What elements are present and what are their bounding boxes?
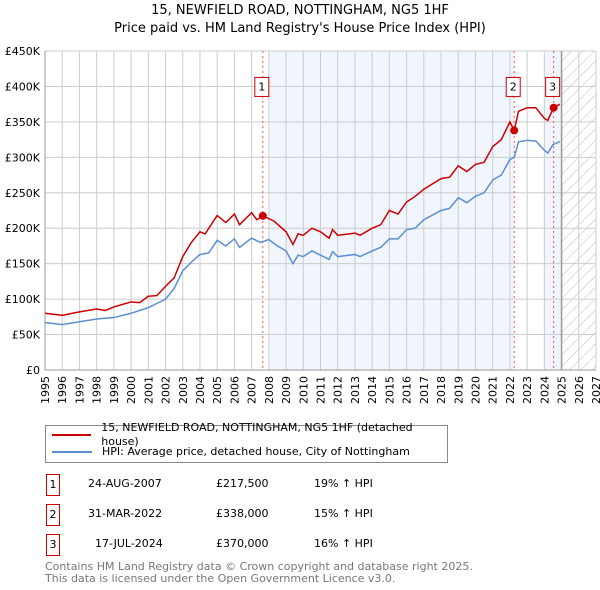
x-tick-label: 1998: [91, 376, 104, 404]
x-tick-label: 1997: [73, 376, 86, 404]
legend-swatch-property: [52, 434, 92, 436]
sale-marker-label: 2: [510, 80, 517, 93]
x-tick-label: 2016: [401, 376, 414, 404]
x-tick-label: 2004: [194, 376, 207, 404]
x-tick-label: 2013: [349, 376, 362, 404]
x-tick-label: 2003: [177, 376, 190, 404]
x-tick-label: 2001: [142, 376, 155, 404]
y-tick-label: £100K: [5, 293, 41, 306]
x-tick-label: 2025: [556, 376, 569, 404]
x-tick-label: 2000: [125, 376, 138, 404]
y-tick-label: £300K: [5, 151, 41, 164]
y-tick-label: £200K: [5, 222, 41, 235]
x-tick-label: 2017: [418, 376, 431, 404]
x-tick-label: 2010: [297, 376, 310, 404]
x-tick-label: 2023: [521, 376, 534, 404]
price-chart: 1995 1996 1997 1998 1999 2000 2001 2002 2003 2004…: [5, 45, 600, 404]
y-tick-label: £400K: [5, 80, 41, 93]
footer: Contains HM Land Registry data © Crown c…: [45, 561, 473, 585]
sale-marker-label: 1: [46, 474, 60, 496]
x-tick-label: 2024: [538, 376, 551, 404]
x-tick-label: 2027: [590, 376, 600, 404]
x-tick-label: 1995: [39, 376, 52, 404]
sale-point: [258, 211, 267, 220]
x-tick-label: 2018: [435, 376, 448, 404]
sale-hpi-diff: 19% ↑ HPI: [314, 477, 373, 490]
x-tick-label: 2005: [211, 376, 224, 404]
x-tick-label: 1996: [56, 376, 69, 404]
legend-label-hpi: HPI: Average price, detached house, City…: [102, 445, 410, 458]
sale-price: £338,000: [216, 507, 269, 520]
sale-marker-label: 3: [46, 534, 60, 556]
x-tick-label: 1999: [108, 376, 121, 404]
sale-price: £370,000: [216, 537, 269, 550]
sale-marker-label: 3: [549, 80, 556, 93]
y-tick-label: £450K: [5, 45, 41, 58]
x-tick-label: 2012: [332, 376, 345, 404]
y-tick-label: £0: [26, 364, 40, 377]
chart-title: 15, NEWFIELD ROAD, NOTTINGHAM, NG5 1HF: [151, 3, 449, 18]
x-tick-label: 2022: [504, 376, 517, 404]
sale-marker-box: [545, 76, 561, 97]
x-tick-label: 2002: [160, 376, 173, 404]
x-tick-label: 2007: [246, 376, 259, 404]
sale-price: £217,500: [216, 477, 269, 490]
sale-marker-box: [505, 76, 521, 97]
legend: 15, NEWFIELD ROAD, NOTTINGHAM, NG5 1HF (…: [45, 421, 448, 463]
legend-swatch-hpi: [52, 451, 92, 453]
chart-subtitle: Price paid vs. HM Land Registry's House …: [114, 21, 486, 36]
x-tick-label: 2015: [383, 376, 396, 404]
x-tick-label: 2009: [280, 376, 293, 404]
footer-licence: This data is licensed under the Open Gov…: [45, 572, 396, 585]
y-tick-label: £150K: [5, 258, 41, 271]
sale-date: 24-AUG-2007: [88, 477, 162, 490]
x-tick-label: 2020: [469, 376, 482, 404]
x-tick-label: 2011: [315, 376, 328, 404]
shaded-period: [544, 51, 562, 370]
x-tick-label: 2026: [573, 376, 586, 404]
y-tick-label: £350K: [5, 116, 41, 129]
y-tick-label: £250K: [5, 187, 41, 200]
x-tick-label: 2019: [452, 376, 465, 404]
sale-point: [549, 103, 558, 112]
sale-hpi-diff: 16% ↑ HPI: [314, 537, 373, 550]
y-tick-label: £50K: [12, 329, 41, 342]
shaded-period: [268, 51, 515, 370]
sale-point: [510, 126, 519, 135]
legend-label-property: 15, NEWFIELD ROAD, NOTTINGHAM, NG5 1HF (…: [101, 421, 413, 448]
sale-marker-box: [254, 76, 270, 97]
sale-hpi-diff: 15% ↑ HPI: [314, 507, 373, 520]
property-line: [44, 103, 561, 317]
sale-date: 31-MAR-2022: [88, 507, 163, 520]
x-tick-label: 2006: [228, 376, 241, 404]
sale-date: 17-JUL-2024: [95, 537, 163, 550]
x-tick-label: 2014: [366, 376, 379, 404]
x-tick-label: 2008: [263, 376, 276, 404]
x-tick-label: 2021: [487, 376, 500, 404]
sale-marker-label: 2: [46, 504, 60, 526]
sale-marker-label: 1: [258, 80, 265, 93]
hpi-line: [44, 139, 561, 326]
footer-copyright: Contains HM Land Registry data © Crown c…: [45, 560, 473, 573]
